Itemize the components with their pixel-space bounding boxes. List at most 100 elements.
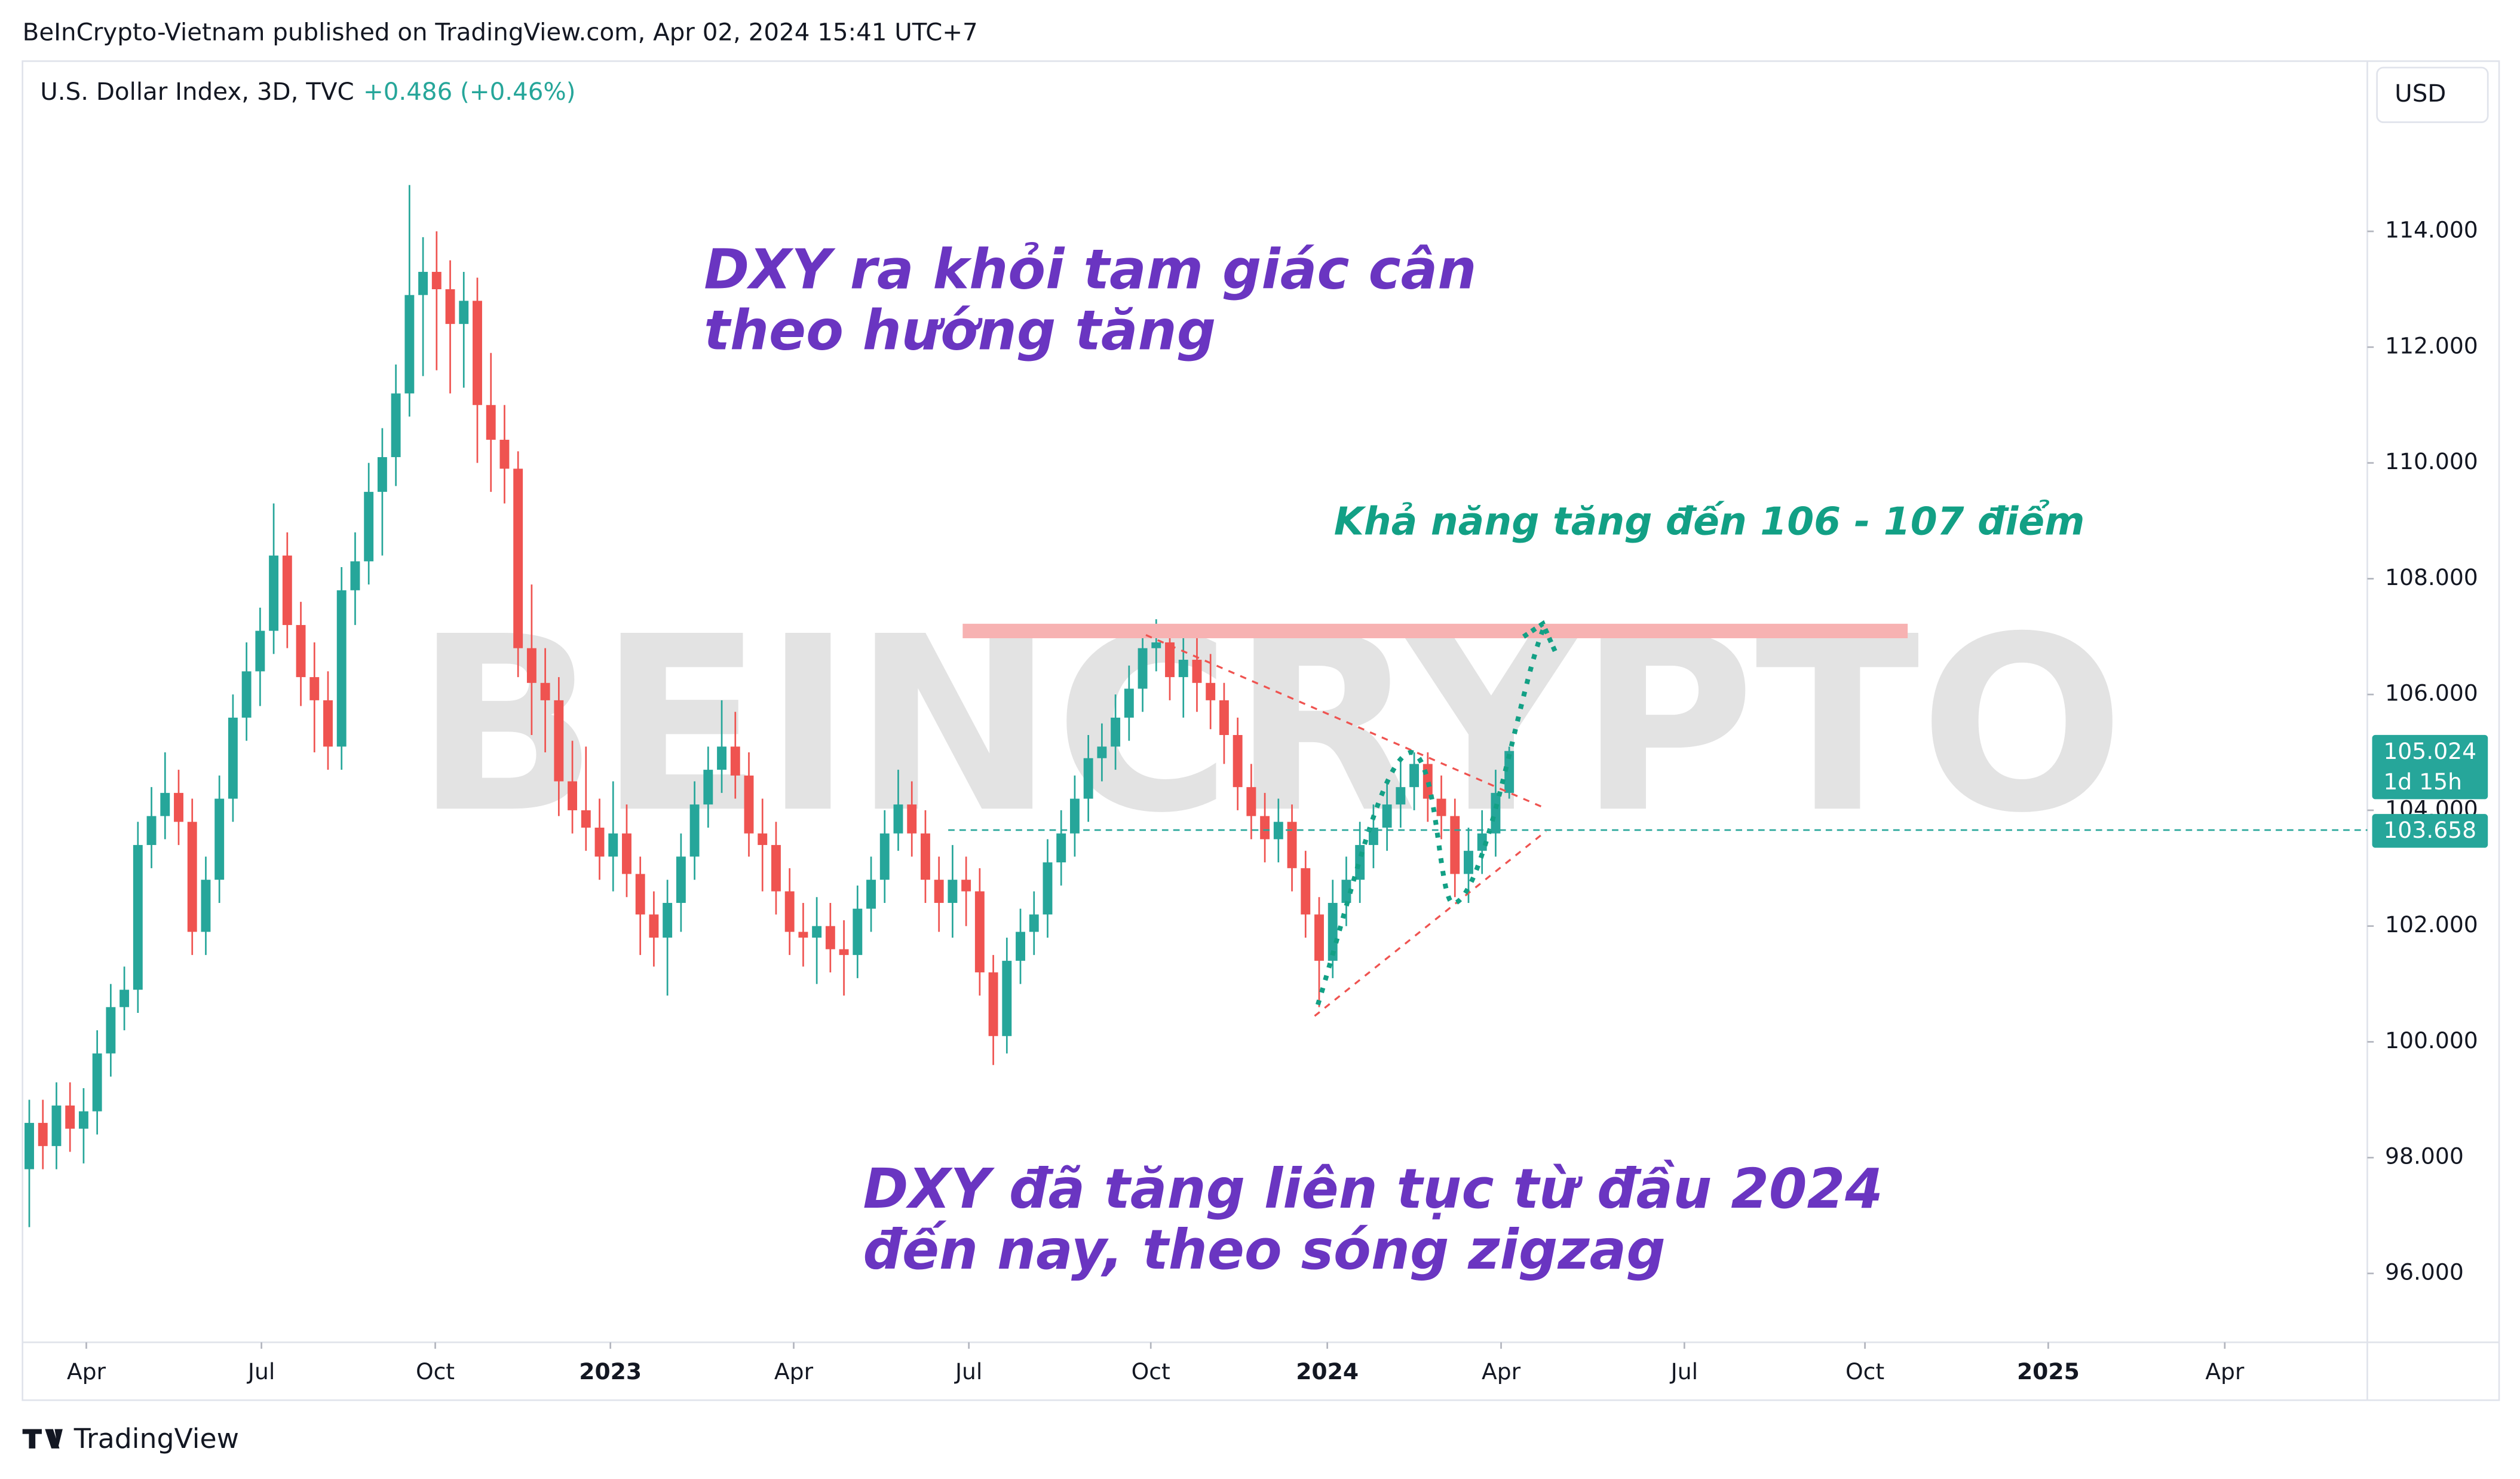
candle-body <box>1165 642 1175 678</box>
candle-body <box>934 880 944 903</box>
candle-body <box>92 1053 102 1111</box>
candle-body <box>1002 960 1012 1036</box>
candle-body <box>1178 660 1188 678</box>
candle-body <box>119 990 130 1008</box>
candle-body <box>1192 660 1202 683</box>
price-line-tag <box>2372 814 2488 848</box>
candle-body <box>1464 850 1473 874</box>
zigzag-projection <box>1315 629 1546 1006</box>
candle-body <box>445 289 455 324</box>
candle-body <box>1436 798 1446 816</box>
candle-body <box>282 555 292 625</box>
candle-body <box>703 770 713 805</box>
candle-body <box>404 295 415 394</box>
candle-body <box>554 700 564 782</box>
last-price-label: 105.024 <box>2383 738 2476 764</box>
candle-body <box>1328 902 1338 961</box>
candle-body <box>1355 845 1365 880</box>
candle-body <box>812 926 822 938</box>
candle-body <box>1491 792 1501 834</box>
candle-body <box>907 804 917 834</box>
y-tick-label: 114.000 <box>2385 217 2478 243</box>
candle-body <box>717 746 727 770</box>
candle-body <box>1409 764 1420 788</box>
candle-body <box>1504 751 1515 793</box>
candle-body <box>1151 642 1161 648</box>
candle-body <box>146 816 157 846</box>
candle-body <box>839 949 849 956</box>
y-tick-label: 110.000 <box>2385 448 2478 474</box>
candle-body <box>1069 798 1080 834</box>
candle-body <box>1260 816 1270 840</box>
candle-body <box>974 891 985 973</box>
candle-body <box>1477 833 1487 851</box>
candle-body <box>798 932 808 938</box>
candle-body <box>920 833 930 880</box>
candle-body <box>961 880 971 892</box>
candle-body <box>758 833 768 846</box>
tv-logo <box>22 1429 63 1449</box>
candle-body <box>296 624 306 678</box>
candle-body <box>391 393 401 457</box>
candle-body <box>336 590 347 747</box>
y-tick-label: 108.000 <box>2385 564 2478 590</box>
candle-body <box>622 833 631 874</box>
candle-body <box>269 555 279 631</box>
candles <box>24 185 1515 1227</box>
x-tick-label: Oct <box>1132 1358 1170 1385</box>
candle-body <box>1233 734 1243 788</box>
candle-body <box>473 301 482 405</box>
candle-body <box>1341 880 1351 903</box>
candle-body <box>825 926 835 950</box>
candle-body <box>540 682 550 700</box>
candle-body <box>988 972 998 1036</box>
candle-body <box>241 671 252 718</box>
last-price-tag <box>2372 734 2488 800</box>
candle-body <box>594 827 605 857</box>
axes: 96.00098.000100.000102.000104.000106.000… <box>67 217 2478 1385</box>
candle-body <box>744 775 754 834</box>
candle-body <box>1423 764 1433 799</box>
candle-body <box>78 1111 88 1129</box>
x-tick-label: 2024 <box>1296 1358 1359 1385</box>
x-tick-label: Jul <box>1670 1358 1698 1385</box>
y-tick-label: 112.000 <box>2385 332 2478 359</box>
x-tick-label: Apr <box>2205 1358 2245 1385</box>
candle-body <box>1111 717 1121 747</box>
annotation: theo hướng tăng <box>704 298 1216 362</box>
candle-body <box>581 810 591 828</box>
candle-body <box>1246 787 1256 816</box>
y-tick-label: 100.000 <box>2385 1027 2478 1054</box>
candle-body <box>228 717 238 799</box>
x-tick-label: 2023 <box>579 1358 642 1385</box>
candle-body <box>649 914 659 938</box>
candle-body <box>187 822 197 932</box>
candle-body <box>431 271 442 290</box>
candle-body <box>1450 816 1460 874</box>
publisher: BeInCrypto-Vietnam published on TradingV… <box>23 19 978 47</box>
annotation: DXY đã tăng liên tục từ đầu 2024 <box>863 1157 1883 1221</box>
candle-body <box>364 492 374 562</box>
candle-body <box>309 677 320 700</box>
candle-body <box>513 468 523 648</box>
candle-body <box>24 1123 34 1169</box>
candle-body <box>1396 787 1406 805</box>
candle-body <box>1368 827 1378 846</box>
candle-body <box>608 833 618 857</box>
candle-body <box>214 798 225 880</box>
candle-body <box>730 746 740 776</box>
triangle-lower <box>1314 830 1547 1017</box>
price-line-label: 103.658 <box>2383 817 2476 843</box>
candle-body <box>486 405 496 440</box>
candle-body <box>1056 833 1066 863</box>
candle-body <box>1287 822 1297 868</box>
x-tick-label: Jul <box>247 1358 275 1385</box>
annotation: DXY ra khỏi tam giác cân <box>704 237 1476 301</box>
x-tick-label: Oct <box>1845 1358 1884 1385</box>
symbol-title: U.S. Dollar Index, 3D, TVC <box>40 78 354 106</box>
candle-body <box>133 845 143 990</box>
candle-body <box>893 804 903 834</box>
candle-body <box>866 880 876 909</box>
resistance-zone <box>962 623 1908 639</box>
